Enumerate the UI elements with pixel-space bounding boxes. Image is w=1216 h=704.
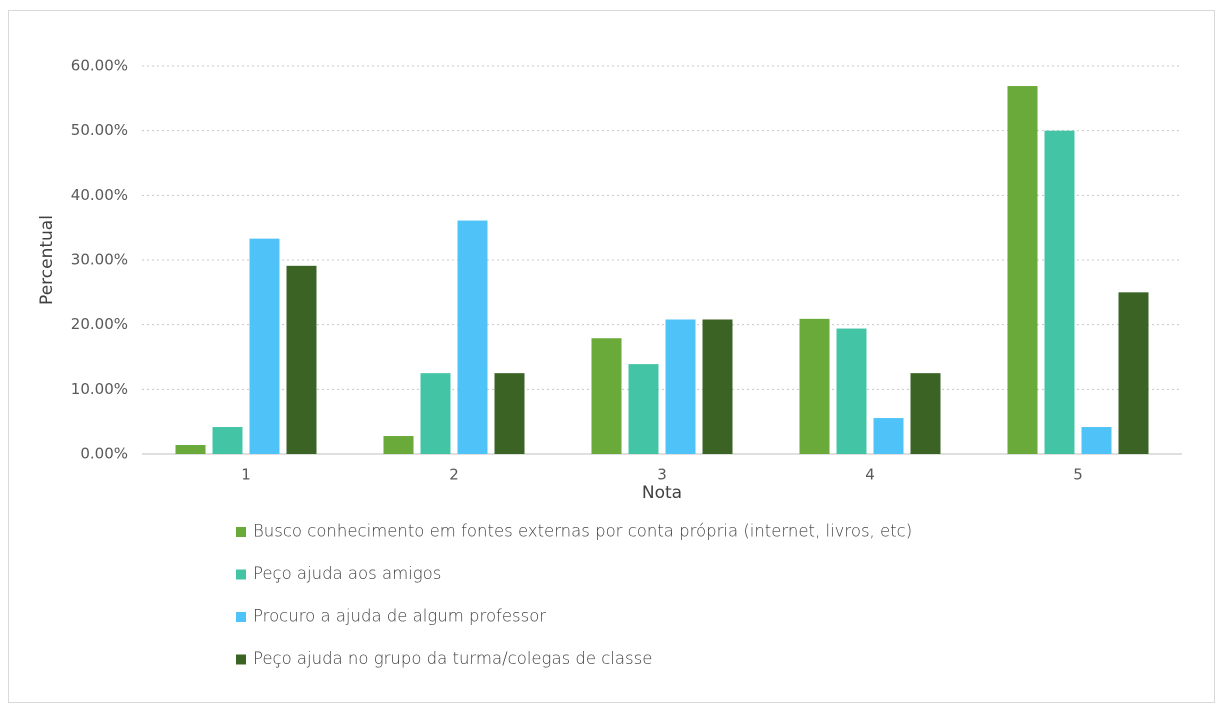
y-tick-label: 10.00%	[71, 380, 128, 398]
bar	[1007, 86, 1038, 455]
bar	[1118, 292, 1149, 454]
bar	[249, 238, 280, 454]
x-axis-title: Nota	[642, 483, 682, 503]
bar	[1044, 130, 1075, 454]
bar	[457, 220, 488, 454]
y-tick-label: 30.00%	[71, 251, 128, 269]
y-tick-label: 0.00%	[80, 445, 128, 463]
x-tick-label: 3	[657, 466, 667, 484]
legend-label: Peço ajuda aos amigos	[253, 564, 441, 583]
bar	[1081, 427, 1112, 454]
bar	[799, 318, 830, 454]
legend-swatch	[236, 527, 246, 537]
legend-label: Busco conhecimento em fontes externas po…	[253, 522, 912, 541]
bar	[286, 265, 317, 454]
bar	[628, 364, 659, 454]
bar	[702, 319, 733, 454]
legend-label: Procuro a ajuda de algum professor	[253, 607, 546, 626]
legend-swatch	[236, 654, 246, 665]
bar	[383, 436, 414, 454]
chart-frame	[8, 10, 1215, 703]
bar	[873, 418, 904, 454]
y-tick-label: 40.00%	[71, 186, 128, 204]
y-tick-label: 20.00%	[71, 315, 128, 333]
y-tick-label: 50.00%	[71, 121, 128, 139]
bar	[591, 338, 622, 454]
x-tick-label: 1	[241, 466, 251, 484]
legend-swatch	[236, 569, 246, 580]
legend-swatch	[236, 612, 246, 622]
x-tick-label: 2	[449, 466, 459, 484]
bar	[420, 373, 451, 454]
y-tick-label: 60.00%	[71, 57, 128, 75]
x-tick-label: 5	[1073, 466, 1083, 484]
legend-label: Peço ajuda no grupo da turma/colegas de …	[253, 649, 652, 668]
y-axis-title: Percentual	[37, 215, 57, 305]
bar	[665, 319, 696, 454]
bar	[175, 445, 206, 454]
bar	[494, 373, 525, 454]
bar	[836, 328, 867, 454]
x-tick-label: 4	[865, 466, 875, 484]
bar	[910, 373, 941, 454]
bar	[212, 427, 243, 454]
